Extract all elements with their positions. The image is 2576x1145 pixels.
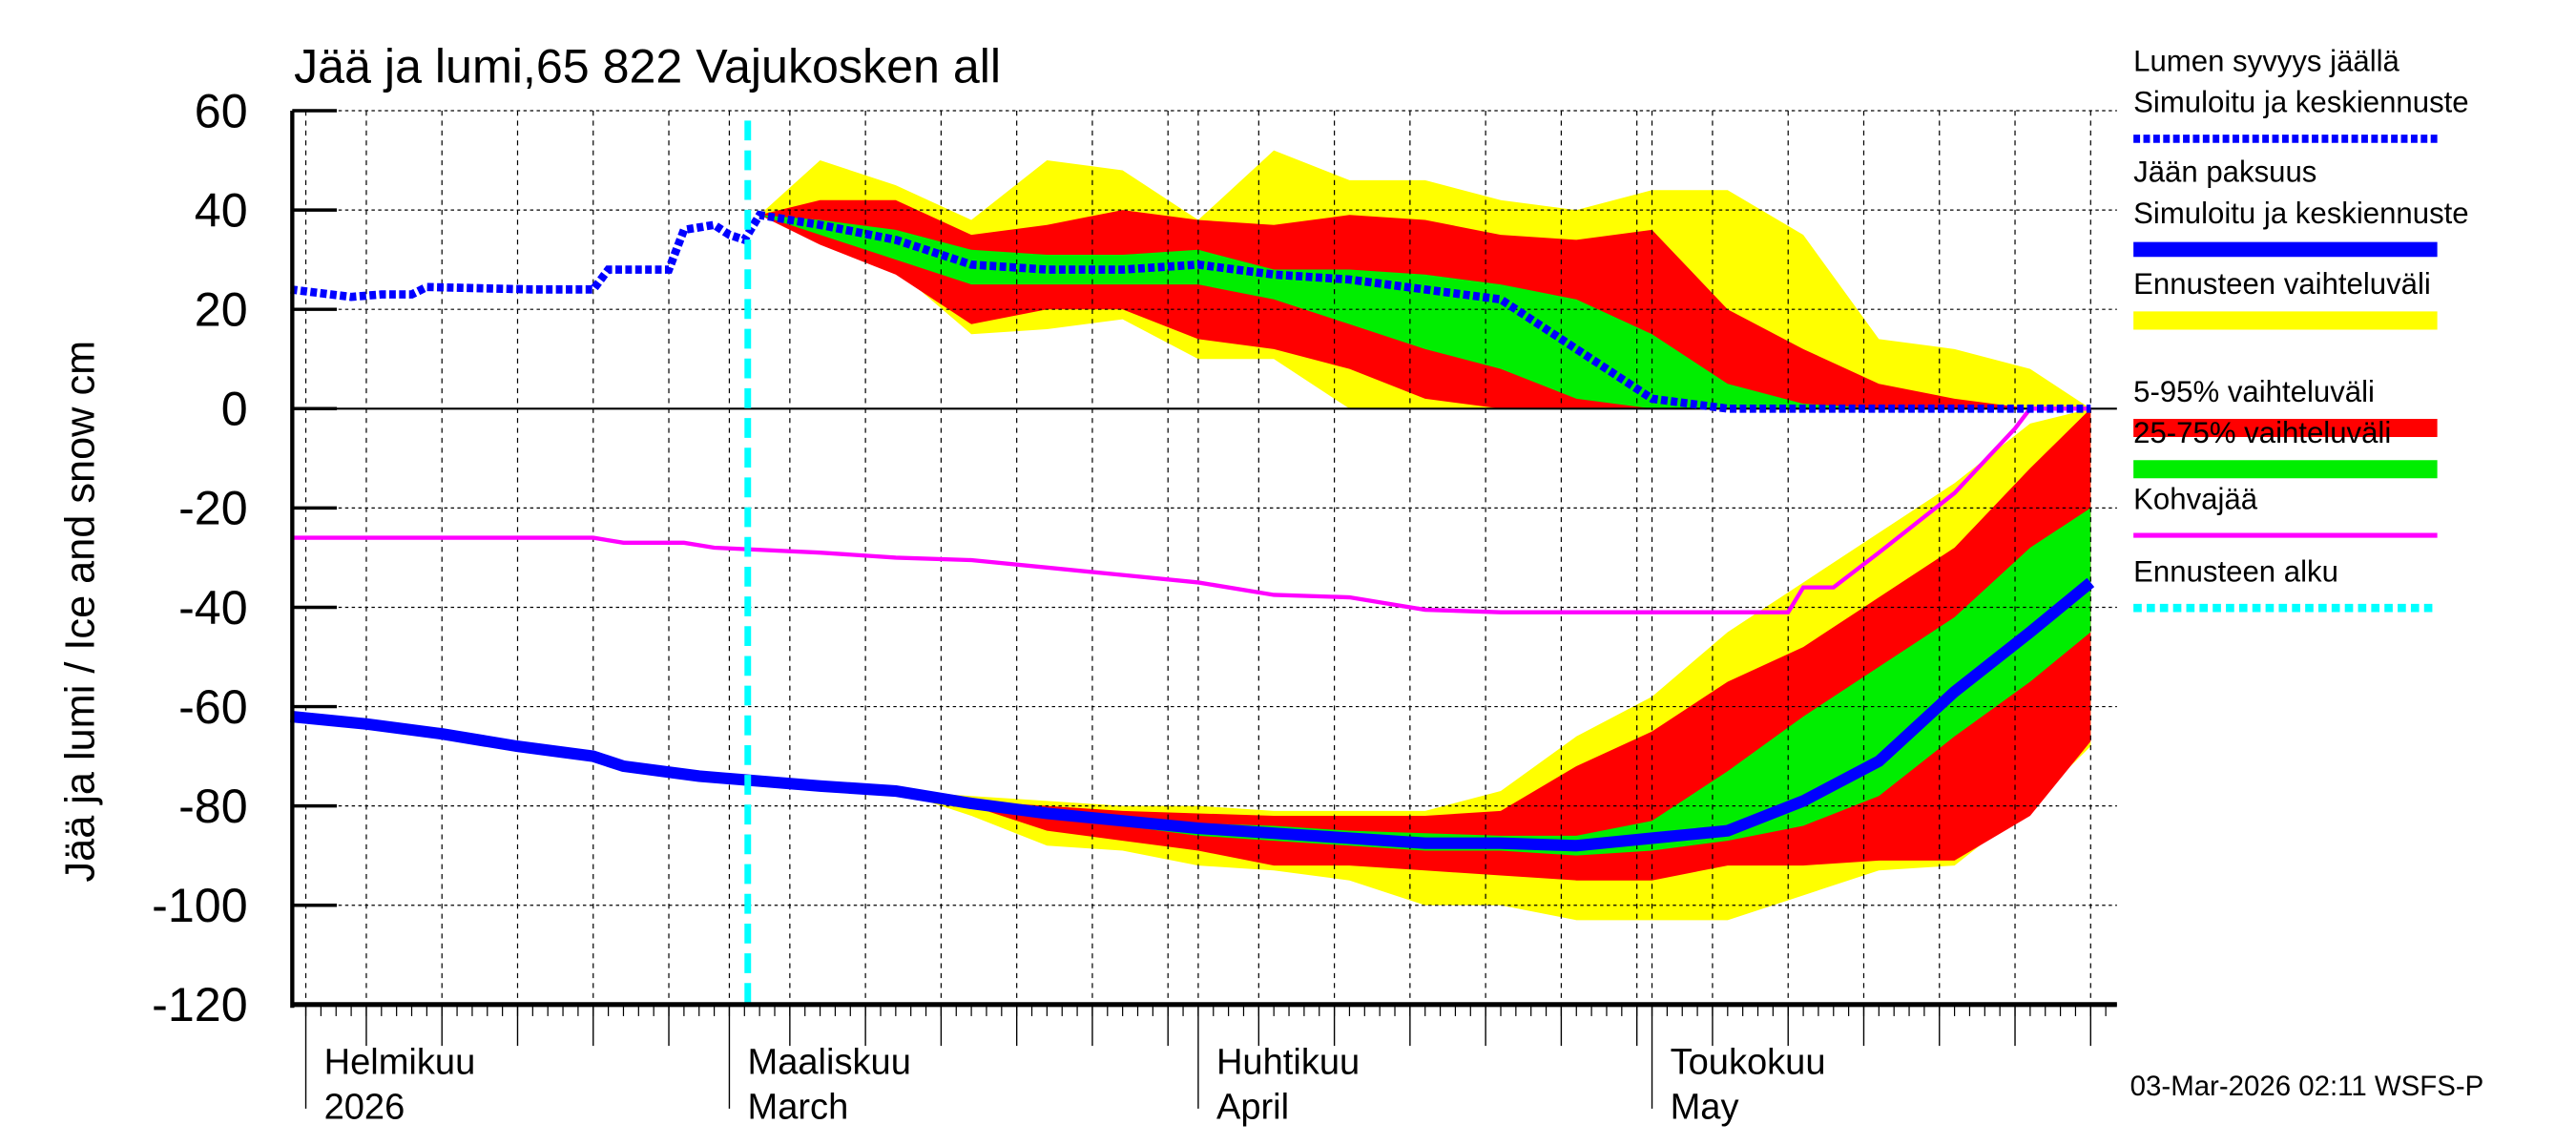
y-tick-label: -60 [178, 680, 248, 734]
slush-ice-line [290, 406, 2091, 614]
legend-label: Lumen syvyys jäällä [2133, 44, 2399, 77]
y-tick-label: -100 [152, 879, 247, 932]
legend-label: 25-75% vaihteluväli [2133, 416, 2391, 449]
y-tick-label: 0 [221, 383, 248, 436]
x-month-label: Maaliskuu [747, 1043, 910, 1083]
y-tick-label: 60 [195, 84, 248, 137]
legend-label: Ennusteen alku [2133, 555, 2338, 589]
series-lines [290, 120, 2095, 1005]
legend-label: Kohvajää [2133, 482, 2258, 515]
y-tick-label: -20 [178, 482, 248, 535]
chart-title: Jää ja lumi,65 822 Vajukosken all [294, 40, 1001, 94]
ice-thickness-line [290, 577, 2095, 852]
snow-depth-line [290, 210, 2091, 413]
x-month-sublabel: 2026 [324, 1087, 405, 1127]
x-month-label: Toukokuu [1671, 1043, 1826, 1083]
timestamp: 03-Mar-2026 02:11 WSFS-P [2130, 1071, 2484, 1102]
x-month-label: Helmikuu [324, 1043, 476, 1083]
x-month-label: Huhtikuu [1216, 1043, 1360, 1083]
x-month-sublabel: April [1216, 1087, 1289, 1127]
legend: Lumen syvyys jäällä Simuloitu ja keskienn… [2133, 44, 2469, 613]
y-tick-label: -120 [152, 978, 247, 1031]
legend-label: Ennusteen vaihteluväli [2133, 267, 2431, 301]
y-tick-label: -40 [178, 581, 248, 635]
y-axis-label: Jää ja lumi / Ice and snow cm [58, 341, 104, 883]
x-month-sublabel: May [1671, 1087, 1739, 1127]
y-tick-label: 40 [195, 183, 248, 237]
y-tick-label: 20 [195, 282, 248, 336]
y-tick-label: -80 [178, 780, 248, 833]
legend-sublabel: Simuloitu ja keskiennuste [2133, 86, 2468, 119]
ice-25-75-band [759, 508, 2091, 856]
legend-label: 5-95% vaihteluväli [2133, 375, 2375, 408]
legend-sublabel: Simuloitu ja keskiennuste [2133, 197, 2468, 230]
x-month-sublabel: March [747, 1087, 848, 1127]
legend-label: Jään paksuus [2133, 155, 2316, 188]
